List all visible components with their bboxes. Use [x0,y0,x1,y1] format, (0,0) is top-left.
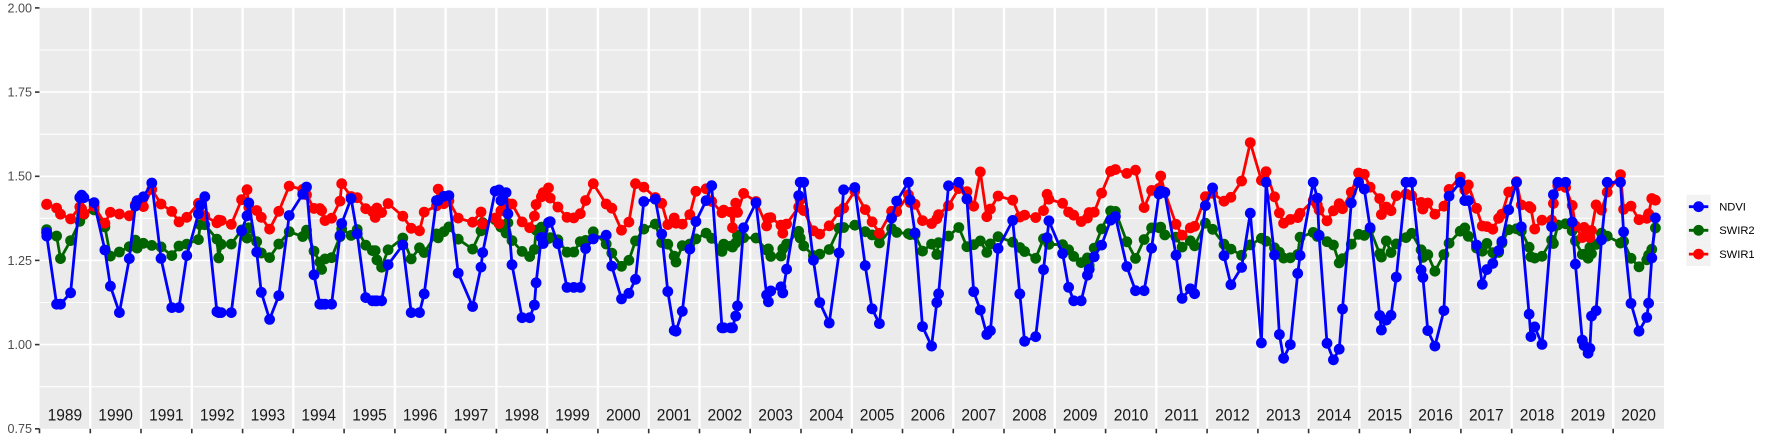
svg-text:1.25: 1.25 [7,254,32,268]
svg-text:1990: 1990 [98,405,133,424]
svg-text:2.00: 2.00 [7,1,32,15]
svg-text:1.00: 1.00 [7,338,32,352]
svg-text:2008: 2008 [1012,405,1047,424]
svg-text:2001: 2001 [657,405,692,424]
svg-text:1993: 1993 [251,405,286,424]
svg-text:2003: 2003 [758,405,793,424]
svg-text:2005: 2005 [860,405,895,424]
svg-text:1996: 1996 [403,405,438,424]
svg-text:2012: 2012 [1215,405,1250,424]
svg-text:2011: 2011 [1164,405,1199,424]
svg-text:SWIR2: SWIR2 [1719,225,1754,237]
svg-text:1989: 1989 [48,405,83,424]
svg-text:2020: 2020 [1621,405,1656,424]
svg-text:1995: 1995 [352,405,387,424]
svg-text:2009: 2009 [1063,405,1098,424]
svg-text:2016: 2016 [1418,405,1453,424]
svg-text:2013: 2013 [1266,405,1301,424]
svg-text:1998: 1998 [505,405,540,424]
svg-text:2017: 2017 [1469,405,1504,424]
svg-text:SWIR1: SWIR1 [1719,249,1754,261]
svg-text:1992: 1992 [200,405,235,424]
svg-text:1991: 1991 [149,405,184,424]
svg-text:1997: 1997 [454,405,489,424]
svg-text:2002: 2002 [708,405,743,424]
svg-text:1.75: 1.75 [7,86,32,100]
svg-text:NDVI: NDVI [1719,201,1746,213]
svg-text:2014: 2014 [1317,405,1352,424]
svg-text:2007: 2007 [961,405,996,424]
svg-text:2004: 2004 [809,405,844,424]
svg-text:1999: 1999 [555,405,590,424]
svg-text:2018: 2018 [1520,405,1555,424]
svg-text:2006: 2006 [911,405,946,424]
svg-text:1.50: 1.50 [7,170,32,184]
svg-text:2015: 2015 [1368,405,1403,424]
svg-text:2000: 2000 [606,405,641,424]
svg-text:2019: 2019 [1571,405,1606,424]
svg-text:2010: 2010 [1114,405,1149,424]
svg-text:1994: 1994 [301,405,336,424]
svg-text:0.75: 0.75 [7,422,32,436]
